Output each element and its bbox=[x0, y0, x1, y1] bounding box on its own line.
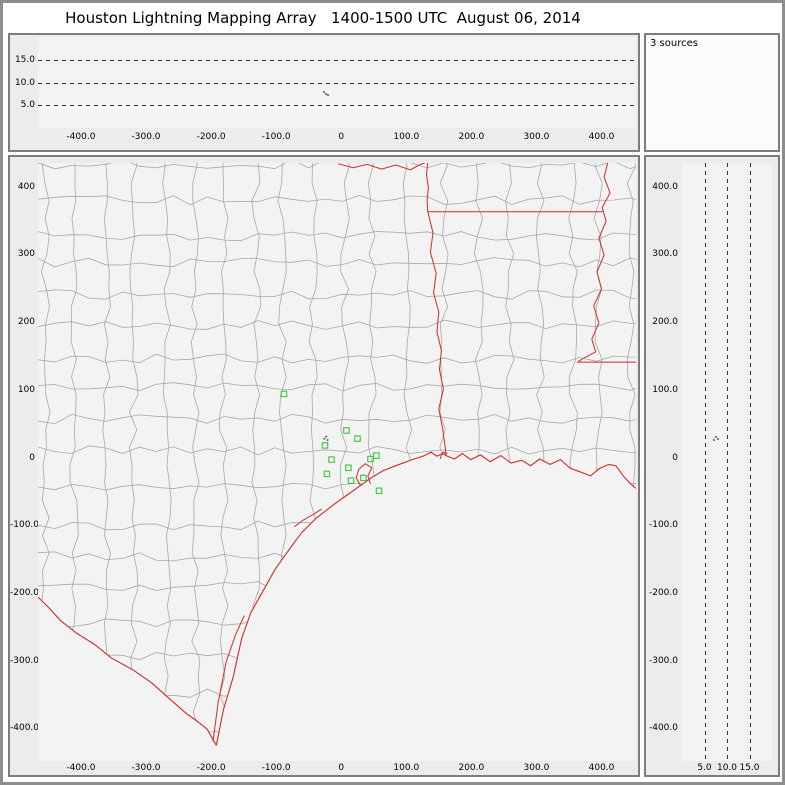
plan-view-panel: -400.0 -300.0 -200.0 -100.0 0 100.0 200.0 300.0… bbox=[8, 155, 640, 777]
x-tick-label: -300.0 bbox=[131, 763, 161, 773]
y-tick-label: 300.0 bbox=[652, 249, 678, 260]
altitude-gridline bbox=[38, 105, 636, 107]
alt-tick-label: 15.0 bbox=[739, 763, 760, 773]
x-tick-label: -100.0 bbox=[261, 132, 291, 142]
alt-tick-label: 10.0 bbox=[14, 77, 35, 88]
y-tick-label: 400 bbox=[17, 181, 35, 192]
state-border bbox=[577, 163, 611, 363]
lightning-source-dot bbox=[323, 437, 326, 440]
altitude-gridline bbox=[704, 163, 706, 761]
plan-view-map bbox=[38, 163, 636, 761]
lma-station-marker bbox=[373, 452, 380, 459]
y-tick-label: -400.0 bbox=[648, 723, 678, 734]
x-tick-label: 400.0 bbox=[588, 763, 615, 773]
altitude-gridline bbox=[38, 82, 636, 84]
y-tick-label: 200 bbox=[17, 317, 35, 328]
state-border bbox=[427, 211, 447, 456]
altitude-gridline bbox=[749, 163, 751, 761]
lma-station-marker bbox=[280, 390, 288, 398]
y-tick-label: -300.0 bbox=[648, 655, 678, 666]
lma-station-marker bbox=[328, 456, 335, 463]
state-border bbox=[337, 163, 426, 171]
state-border bbox=[425, 163, 429, 212]
altitude-gridline bbox=[727, 163, 728, 761]
x-tick-label: 300.0 bbox=[523, 763, 550, 773]
lma-station-marker bbox=[367, 455, 374, 463]
lma-station-marker bbox=[343, 427, 350, 434]
lma-station-marker bbox=[360, 474, 367, 482]
altitude-ew-panel: -400.0 -300.0 -200.0 -100.0 0 100.0 200.0 300.0… bbox=[8, 33, 640, 152]
sources-count-panel: 3 sources bbox=[644, 33, 780, 152]
sources-count-label: 3 sources bbox=[650, 38, 698, 49]
lightning-source-dot bbox=[326, 439, 329, 441]
lma-station-marker bbox=[323, 470, 331, 478]
y-tick-label: -100.0 bbox=[10, 520, 40, 531]
alt-tick-label: 15.0 bbox=[14, 54, 35, 65]
altitude-gridline bbox=[38, 59, 636, 61]
y-tick-label: 0 bbox=[672, 452, 678, 463]
x-tick-label: 400.0 bbox=[588, 132, 615, 142]
x-tick-label: 100.0 bbox=[393, 132, 420, 142]
x-tick-label: 300.0 bbox=[523, 132, 550, 142]
lightning-source-dot bbox=[326, 94, 329, 97]
lma-station-marker bbox=[375, 487, 383, 495]
y-tick-label: -200.0 bbox=[648, 588, 678, 599]
x-tick-label: 100.0 bbox=[393, 763, 420, 773]
x-tick-label: 200.0 bbox=[458, 132, 485, 142]
y-tick-label: -200.0 bbox=[10, 588, 40, 599]
y-tick-label: -400.0 bbox=[10, 723, 40, 734]
alt-tick-label: 10.0 bbox=[716, 763, 738, 773]
x-tick-label: -300.0 bbox=[131, 132, 161, 142]
coast-detail bbox=[212, 615, 245, 742]
figure-title: Houston Lightning Mapping Array 1400-150… bbox=[65, 9, 581, 27]
lightning-source-dot bbox=[716, 437, 719, 440]
lma-station-marker bbox=[354, 435, 361, 442]
alt-tick-label: 5.0 bbox=[20, 100, 35, 111]
y-tick-label: 300 bbox=[17, 249, 35, 260]
y-tick-label: -300.0 bbox=[10, 655, 40, 666]
x-tick-label: -200.0 bbox=[196, 132, 226, 142]
lightning-source-dot bbox=[323, 91, 326, 94]
lightning-source-dot bbox=[714, 435, 717, 438]
coast-detail bbox=[294, 508, 322, 528]
y-tick-label: 0 bbox=[29, 452, 35, 463]
lightning-source-dot bbox=[325, 92, 328, 95]
lma-station-marker bbox=[345, 464, 352, 472]
y-tick-label: 100.0 bbox=[652, 384, 678, 395]
x-tick-label: 0 bbox=[338, 132, 345, 142]
x-tick-label: -400.0 bbox=[66, 763, 96, 773]
y-tick-label: -100.0 bbox=[648, 520, 678, 531]
lightning-source-dot bbox=[325, 435, 328, 438]
rio-grande-border bbox=[38, 596, 217, 746]
lma-station-marker bbox=[347, 477, 355, 484]
y-tick-label: 200.0 bbox=[652, 317, 678, 328]
x-tick-label: -200.0 bbox=[196, 763, 226, 773]
lightning-source-dot bbox=[713, 438, 716, 441]
y-tick-label: 400.0 bbox=[652, 181, 678, 192]
lma-station-marker bbox=[321, 442, 329, 449]
y-tick-label: 100 bbox=[17, 384, 35, 395]
altitude-ns-panel: 5.0 10.0 15.0 400.0 300.0 200.0 100.0 0 -100.0 -2… bbox=[644, 155, 780, 777]
alt-tick-label: 5.0 bbox=[697, 763, 712, 773]
x-tick-label: 200.0 bbox=[458, 763, 485, 773]
x-tick-label: 0 bbox=[338, 763, 345, 773]
x-tick-label: -400.0 bbox=[66, 132, 96, 142]
x-tick-label: -100.0 bbox=[261, 763, 291, 773]
coast-detail bbox=[355, 463, 373, 487]
